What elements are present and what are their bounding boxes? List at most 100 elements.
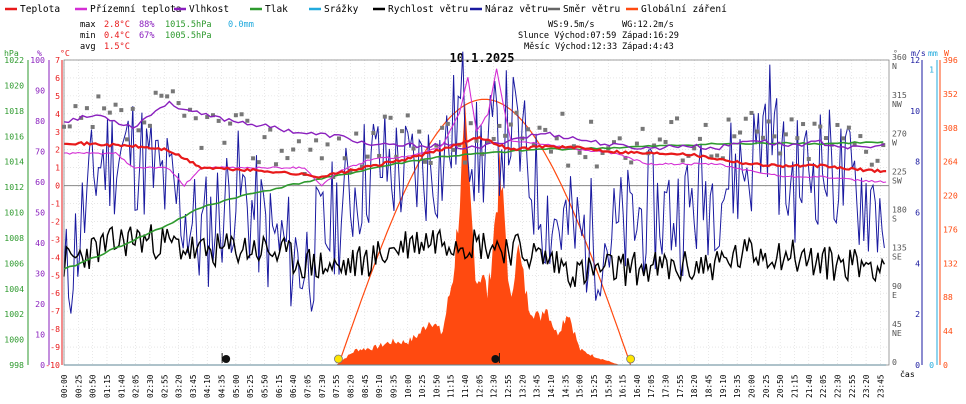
dir-point	[675, 116, 680, 121]
moonrise-marker	[491, 355, 500, 363]
tick-hpa: 1004	[4, 284, 24, 294]
chart-title: 10.1.2025	[449, 51, 514, 65]
legend-label: Náraz větru	[485, 4, 548, 15]
dir-point	[153, 90, 158, 95]
x-axis-label: čas	[900, 369, 915, 379]
x-tick-label: 15:00	[576, 374, 585, 398]
dir-point	[612, 140, 616, 145]
x-tick-label: 08:45	[361, 374, 370, 398]
axis-mm-label: mm	[928, 48, 938, 58]
axis-pct-label: %	[37, 48, 42, 58]
stats-min-label: min	[80, 31, 96, 41]
dir-point	[193, 116, 198, 121]
x-tick-label: 10:50	[432, 374, 441, 398]
dir-point	[634, 141, 639, 146]
dir-point	[692, 146, 697, 151]
tick-hpa: 1006	[4, 258, 24, 268]
dir-point	[560, 111, 565, 116]
tick-wm2: 132	[943, 258, 958, 268]
dir-point	[422, 159, 427, 164]
dir-point	[835, 122, 840, 127]
tick-dir: S	[892, 214, 897, 224]
dir-point	[67, 124, 72, 129]
x-tick-label: 04:10	[203, 374, 212, 398]
tick-degc: 5	[55, 91, 60, 101]
tick-degc: -8	[50, 324, 60, 334]
x-tick-label: 02:05	[132, 374, 141, 398]
sunrise-marker	[334, 354, 343, 364]
tick-mm: 1	[929, 65, 934, 75]
dir-point	[216, 118, 221, 123]
x-tick-label: 19:10	[719, 374, 728, 398]
dir-point	[812, 121, 817, 126]
dir-point	[337, 136, 341, 141]
dir-point	[875, 158, 880, 163]
tick-ms: 6	[915, 208, 920, 218]
stats-avg-label: avg	[80, 42, 96, 52]
dir-point	[176, 101, 181, 106]
dir-point	[497, 123, 502, 128]
tick-hpa: 1002	[4, 309, 24, 319]
dir-point	[806, 157, 811, 162]
tick-dir: 45	[892, 319, 902, 329]
dir-point	[228, 121, 233, 126]
dir-point	[90, 124, 95, 129]
tick-pct: 30	[35, 269, 45, 279]
dir-point	[829, 142, 834, 147]
dir-point	[262, 135, 267, 140]
x-tick-label: 20:50	[776, 374, 785, 398]
x-tick-label: 13:20	[518, 374, 527, 398]
tick-dir: 315	[892, 90, 907, 100]
tick-degc: 3	[55, 127, 60, 137]
tick-hpa: 1022	[4, 55, 24, 65]
tick-ms: 8	[915, 157, 920, 167]
dir-point	[583, 155, 588, 160]
dir-point	[589, 119, 594, 124]
dir-point	[405, 113, 410, 118]
x-tick-label: 21:15	[790, 374, 799, 398]
axis-wm2-label: W	[944, 48, 949, 58]
series-humidity-line	[63, 100, 885, 151]
x-tick-label: 12:30	[490, 374, 499, 398]
dir-point	[783, 132, 788, 137]
tick-degc: -7	[50, 306, 60, 316]
radiation-area	[336, 101, 620, 365]
x-tick-label: 14:10	[547, 374, 556, 398]
y-axes: 1022102010181016101410121010100810061004…	[4, 52, 958, 370]
x-axis: 00:00 00:25 00:50 01:15 01:40 02:05 02:30 02:55…	[60, 374, 885, 398]
stats-min-hum: 67%	[139, 31, 155, 41]
x-tick-label: 23:45	[876, 374, 885, 398]
tick-degc: 1	[55, 163, 60, 173]
x-tick-label: 13:45	[533, 374, 542, 398]
stats-min-temp: 0.4°C	[104, 31, 130, 41]
tick-ms: 0	[915, 360, 920, 370]
tick-dir: NW	[892, 99, 902, 109]
dir-point	[125, 137, 130, 142]
tick-wm2: 396	[943, 55, 958, 65]
dir-point	[491, 136, 496, 141]
dir-point	[222, 140, 227, 145]
dir-point	[703, 122, 708, 127]
dir-point	[554, 136, 559, 141]
tick-hpa: 1018	[4, 106, 24, 116]
dir-point	[766, 119, 771, 124]
dir-point	[325, 142, 330, 147]
dir-point	[256, 160, 261, 165]
x-tick-label: 12:55	[504, 374, 513, 398]
x-tick-label: 08:20	[346, 374, 355, 398]
tick-dir: NE	[892, 328, 902, 338]
x-tick-label: 06:15	[275, 374, 284, 398]
x-tick-label: 15:25	[590, 374, 599, 398]
tick-dir: SE	[892, 252, 902, 262]
dir-point	[600, 150, 605, 155]
dir-point	[371, 131, 376, 136]
tick-pct: 70	[35, 147, 45, 157]
tick-wm2: 264	[943, 157, 958, 167]
info-sun-set: Západ:16:29	[622, 31, 679, 41]
dir-point	[640, 126, 645, 131]
stats-min-press: 1005.5hPa	[165, 31, 212, 41]
stats-max-label: max	[80, 20, 96, 30]
tick-ms: 2	[915, 309, 920, 319]
dir-point	[245, 118, 250, 123]
x-tick-label: 11:40	[461, 374, 470, 398]
